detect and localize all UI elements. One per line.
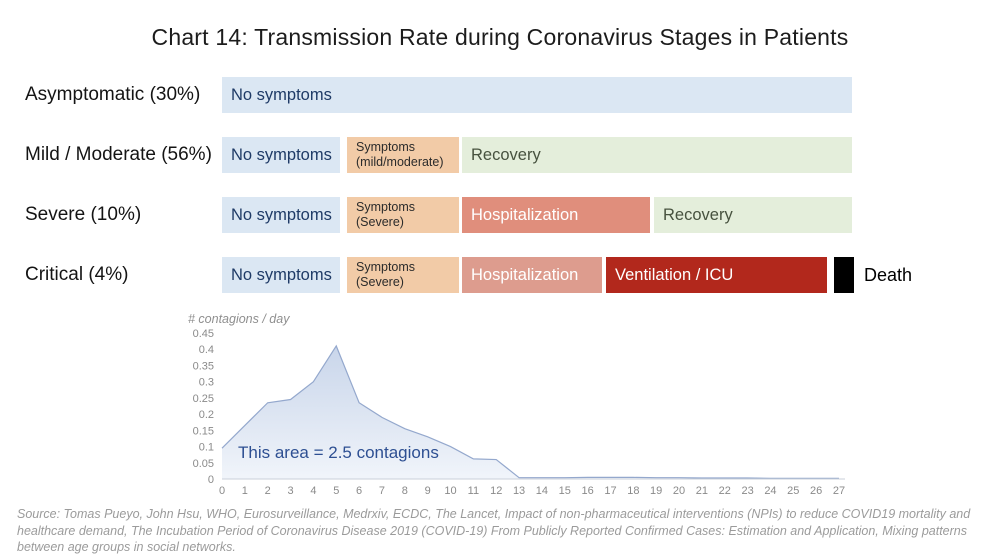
y-axis-title: # contagions / day	[188, 312, 290, 326]
x-tick-label: 23	[741, 485, 753, 497]
y-tick-label: 0.35	[193, 360, 214, 372]
x-tick-label: 11	[468, 485, 479, 497]
stage-segment-none: No symptoms	[222, 137, 340, 173]
stage-row-label: Critical (4%)	[25, 264, 129, 285]
stage-segment-none: No symptoms	[222, 77, 852, 113]
y-tick-label: 0.1	[199, 442, 214, 454]
y-tick-label: 0	[208, 474, 214, 486]
x-tick-label: 3	[287, 485, 293, 497]
x-tick-label: 5	[333, 485, 339, 497]
y-tick-label: 0.2	[199, 409, 214, 421]
x-tick-label: 12	[490, 485, 502, 497]
x-tick-label: 27	[833, 485, 845, 497]
stage-bar: No symptoms Symptoms (Severe) Hospitalizati…	[222, 197, 882, 233]
contagions-area	[222, 345, 839, 479]
x-tick-label: 15	[559, 485, 571, 497]
stage-segment-text: (Severe)	[356, 275, 404, 289]
stage-segment-symptoms: Symptoms (Severe)	[347, 257, 459, 293]
x-tick-label: 2	[265, 485, 271, 497]
y-tick-label: 0.3	[199, 377, 214, 389]
page-title: Chart 14: Transmission Rate during Coron…	[151, 24, 849, 50]
stage-segment-text: (Severe)	[356, 215, 404, 229]
stage-segment-recovery: Recovery	[654, 197, 852, 233]
y-tick-label: 0.15	[193, 425, 214, 437]
contagions-area-chart: 00.050.10.150.20.250.30.350.40.450 1 2 3 4 5 6…	[193, 328, 846, 497]
x-tick-label: 24	[764, 485, 776, 497]
x-tick-label: 9	[425, 485, 431, 497]
stage-row-label: Asymptomatic (30%)	[25, 84, 201, 105]
death-label: Death	[864, 265, 913, 285]
y-tick-label: 0.4	[199, 344, 214, 356]
x-tick-label: 6	[356, 485, 362, 497]
x-tick-label: 13	[513, 485, 525, 497]
stage-segment-icu: Ventilation / ICU	[606, 257, 827, 293]
stage-bar: No symptoms Symptoms (Severe) Hospitalizati…	[222, 257, 912, 293]
x-tick-label: 0	[219, 485, 225, 497]
stage-row-label: Mild / Moderate (56%)	[25, 144, 212, 165]
stage-segment-death	[834, 257, 854, 293]
x-tick-label: 16	[582, 485, 594, 497]
x-tick-label: 21	[696, 485, 708, 497]
stage-segment-symptoms: Symptoms (mild/moderate)	[347, 137, 459, 173]
x-tick-label: 20	[673, 485, 685, 497]
stage-bar: No symptoms Symptoms (mild/moderate) Recove…	[222, 137, 882, 173]
stage-bar: No symptoms	[222, 77, 882, 113]
stage-segment-none: No symptoms	[222, 197, 340, 233]
x-tick-label: 1	[242, 485, 248, 497]
stage-segment-hospital-light: Hospitalization	[462, 257, 602, 293]
contagions-line	[221, 344, 839, 479]
stage-segment-text: Symptoms	[356, 200, 416, 215]
stage-segment-recovery: Recovery	[462, 137, 852, 173]
stage-row-label: Severe (10%)	[25, 204, 142, 225]
x-tick-label: 18	[627, 485, 639, 497]
x-tick-label: 8	[402, 485, 408, 497]
stage-segment-none: No symptoms	[222, 257, 340, 293]
x-tick-label: 25	[787, 485, 799, 497]
x-tick-label: 19	[650, 485, 662, 497]
area-annotation: This area = 2.5 contagions	[238, 443, 439, 462]
stage-segment-symptoms: Symptoms (Severe)	[347, 197, 459, 233]
x-tick-label: 14	[536, 485, 548, 497]
source-citation: Source: Tomas Pueyo, John Hsu, WHO, Euro…	[17, 507, 971, 555]
x-tick-label: 7	[379, 485, 385, 497]
stage-segment-text: (mild/moderate)	[356, 155, 444, 169]
stage-segment-hospital: Hospitalization	[462, 197, 650, 233]
stage-segment-text: Symptoms	[356, 260, 416, 275]
x-tick-label: 26	[810, 485, 822, 497]
y-tick-label: 0.45	[193, 328, 214, 340]
stage-segment-text: Symptoms	[356, 140, 416, 155]
x-tick-label: 17	[604, 485, 616, 497]
x-tick-label: 10	[444, 485, 456, 497]
x-tick-label: 4	[310, 485, 316, 497]
y-tick-label: 0.05	[193, 458, 214, 470]
y-tick-label: 0.25	[193, 393, 214, 405]
x-tick-label: 22	[719, 485, 731, 497]
